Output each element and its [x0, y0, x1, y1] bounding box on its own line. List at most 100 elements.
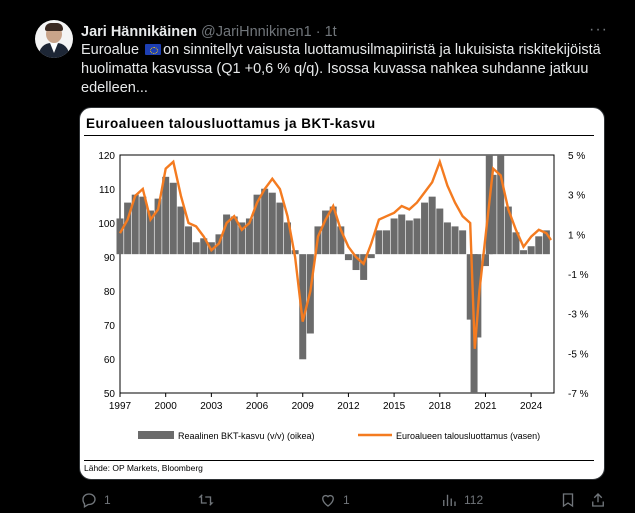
bar-gdp-36 — [390, 218, 398, 255]
y-left-tick-6: 60 — [104, 355, 116, 366]
avatar-hair — [45, 23, 63, 31]
avatar-collar — [50, 43, 58, 53]
tweet-text-part2: on sinnitellyt vaisusta luottamusilmapii… — [81, 42, 601, 96]
bar-gdp-35 — [382, 230, 390, 255]
bar-gdp-39 — [413, 218, 421, 255]
bar-gdp-30 — [344, 254, 352, 261]
chart-source: Lähde: OP Markets, Bloomberg — [84, 463, 203, 473]
bar-gdp-54 — [512, 232, 520, 255]
y-left-tick-5: 70 — [104, 321, 116, 332]
avatar[interactable] — [35, 20, 73, 58]
bar-gdp-8 — [177, 206, 185, 255]
chart-image[interactable]: Euroalueen talousluottamus ja BKT-kasvu … — [79, 107, 605, 480]
bar-gdp-44 — [451, 226, 459, 255]
x-tick-4: 2009 — [292, 401, 315, 412]
y-right-tick-5: -5 % — [568, 349, 589, 360]
y-left-tick-2: 100 — [98, 219, 115, 230]
bar-gdp-22 — [284, 222, 292, 255]
bar-gdp-15 — [230, 216, 238, 255]
x-tick-2: 2003 — [200, 401, 223, 412]
views-count: 112 — [464, 493, 484, 507]
y-right-tick-3: -1 % — [568, 270, 589, 281]
plot-frame — [119, 154, 555, 394]
bar-gdp-42 — [436, 208, 444, 255]
legend-line-label: Euroalueen talousluottamus (vasen) — [396, 431, 540, 441]
bar-gdp-32 — [360, 254, 368, 280]
bar-gdp-51 — [489, 174, 497, 255]
heart-icon — [322, 494, 334, 507]
like-count: 1 — [343, 493, 350, 507]
author-name[interactable]: Jari Hännikäinen — [81, 24, 198, 40]
bar-gdp-57 — [535, 236, 543, 255]
bookmark-icon — [562, 493, 574, 508]
more-options-button[interactable]: ··· — [589, 21, 608, 38]
legend-bar-swatch — [138, 431, 174, 439]
author-handle[interactable]: @JariHnnikinen1 · 1t — [201, 24, 337, 40]
share-button[interactable] — [589, 491, 607, 509]
bar-gdp-53 — [504, 206, 512, 255]
bar-gdp-10 — [192, 242, 200, 255]
bar-gdp-4 — [146, 210, 154, 255]
chart-title-rule — [84, 135, 594, 136]
tweet-text: Euroalue on sinnitellyt vaisusta luottam… — [81, 41, 611, 98]
y-left-tick-1: 110 — [99, 185, 115, 196]
bar-gdp-43 — [443, 222, 451, 255]
y-left-tick-4: 80 — [104, 287, 116, 298]
bar-gdp-11 — [200, 238, 208, 255]
tweet-header: Jari Hännikäinen @JariHnnikinen1 · 1t — [81, 23, 337, 41]
y-left-tick-0: 120 — [98, 151, 115, 162]
x-tick-6: 2015 — [383, 401, 406, 412]
bar-gdp-14 — [223, 214, 231, 255]
bar-gdp-18 — [253, 194, 261, 255]
bar-gdp-28 — [329, 206, 337, 255]
reply-count: 1 — [104, 493, 111, 507]
bar-gdp-31 — [352, 254, 360, 271]
bar-gdp-49 — [481, 254, 489, 267]
bar-gdp-56 — [527, 246, 535, 255]
bar-gdp-45 — [459, 230, 467, 255]
bar-gdp-40 — [421, 202, 429, 255]
x-tick-0: 1997 — [109, 401, 132, 412]
bar-gdp-6 — [162, 176, 170, 255]
bar-gdp-41 — [428, 196, 436, 255]
bar-gdp-5 — [154, 198, 162, 255]
views-button[interactable]: 112 — [440, 491, 483, 509]
bar-gdp-38 — [405, 220, 413, 255]
y-right-tick-4: -3 % — [568, 310, 589, 321]
bar-gdp-34 — [375, 230, 383, 255]
bar-gdp-16 — [238, 222, 246, 255]
legend-bar-label: Reaalinen BKT-kasvu (v/v) (oikea) — [178, 431, 315, 441]
y-left-tick-3: 90 — [104, 253, 116, 264]
y-right-tick-0: 5 % — [568, 151, 585, 162]
bookmark-button[interactable] — [559, 491, 577, 509]
bar-gdp-9 — [185, 226, 193, 255]
retweet-button[interactable] — [197, 491, 221, 509]
bar-gdp-55 — [520, 250, 528, 255]
bar-gdp-58 — [542, 230, 550, 255]
tweet-text-part1: Euroalue — [81, 42, 140, 58]
reply-icon — [82, 493, 96, 508]
bar-gdp-27 — [322, 210, 330, 255]
bar-gdp-3 — [139, 196, 147, 255]
bar-gdp-33 — [367, 254, 375, 259]
bar-gdp-19 — [261, 188, 269, 255]
bar-gdp-46 — [466, 254, 474, 320]
bar-gdp-24 — [299, 254, 307, 360]
y-left-tick-7: 50 — [104, 389, 116, 400]
bar-gdp-29 — [337, 226, 345, 255]
reply-button[interactable]: 1 — [80, 491, 111, 509]
tweet-actions: 1 1 112 — [0, 491, 635, 511]
y-right-tick-2: 1 % — [568, 230, 585, 241]
line-confidence — [118, 158, 552, 349]
bar-gdp-1 — [124, 202, 132, 255]
x-tick-5: 2012 — [337, 401, 360, 412]
bar-gdp-17 — [245, 218, 253, 255]
chart-title: Euroalueen talousluottamus ja BKT-kasvu — [86, 116, 376, 131]
bar-gdp-21 — [276, 202, 284, 255]
like-button[interactable]: 1 — [319, 491, 350, 509]
x-tick-8: 2021 — [474, 401, 497, 412]
bar-gdp-20 — [268, 192, 276, 255]
bar-gdp-2 — [131, 194, 139, 255]
share-icon — [592, 493, 604, 507]
